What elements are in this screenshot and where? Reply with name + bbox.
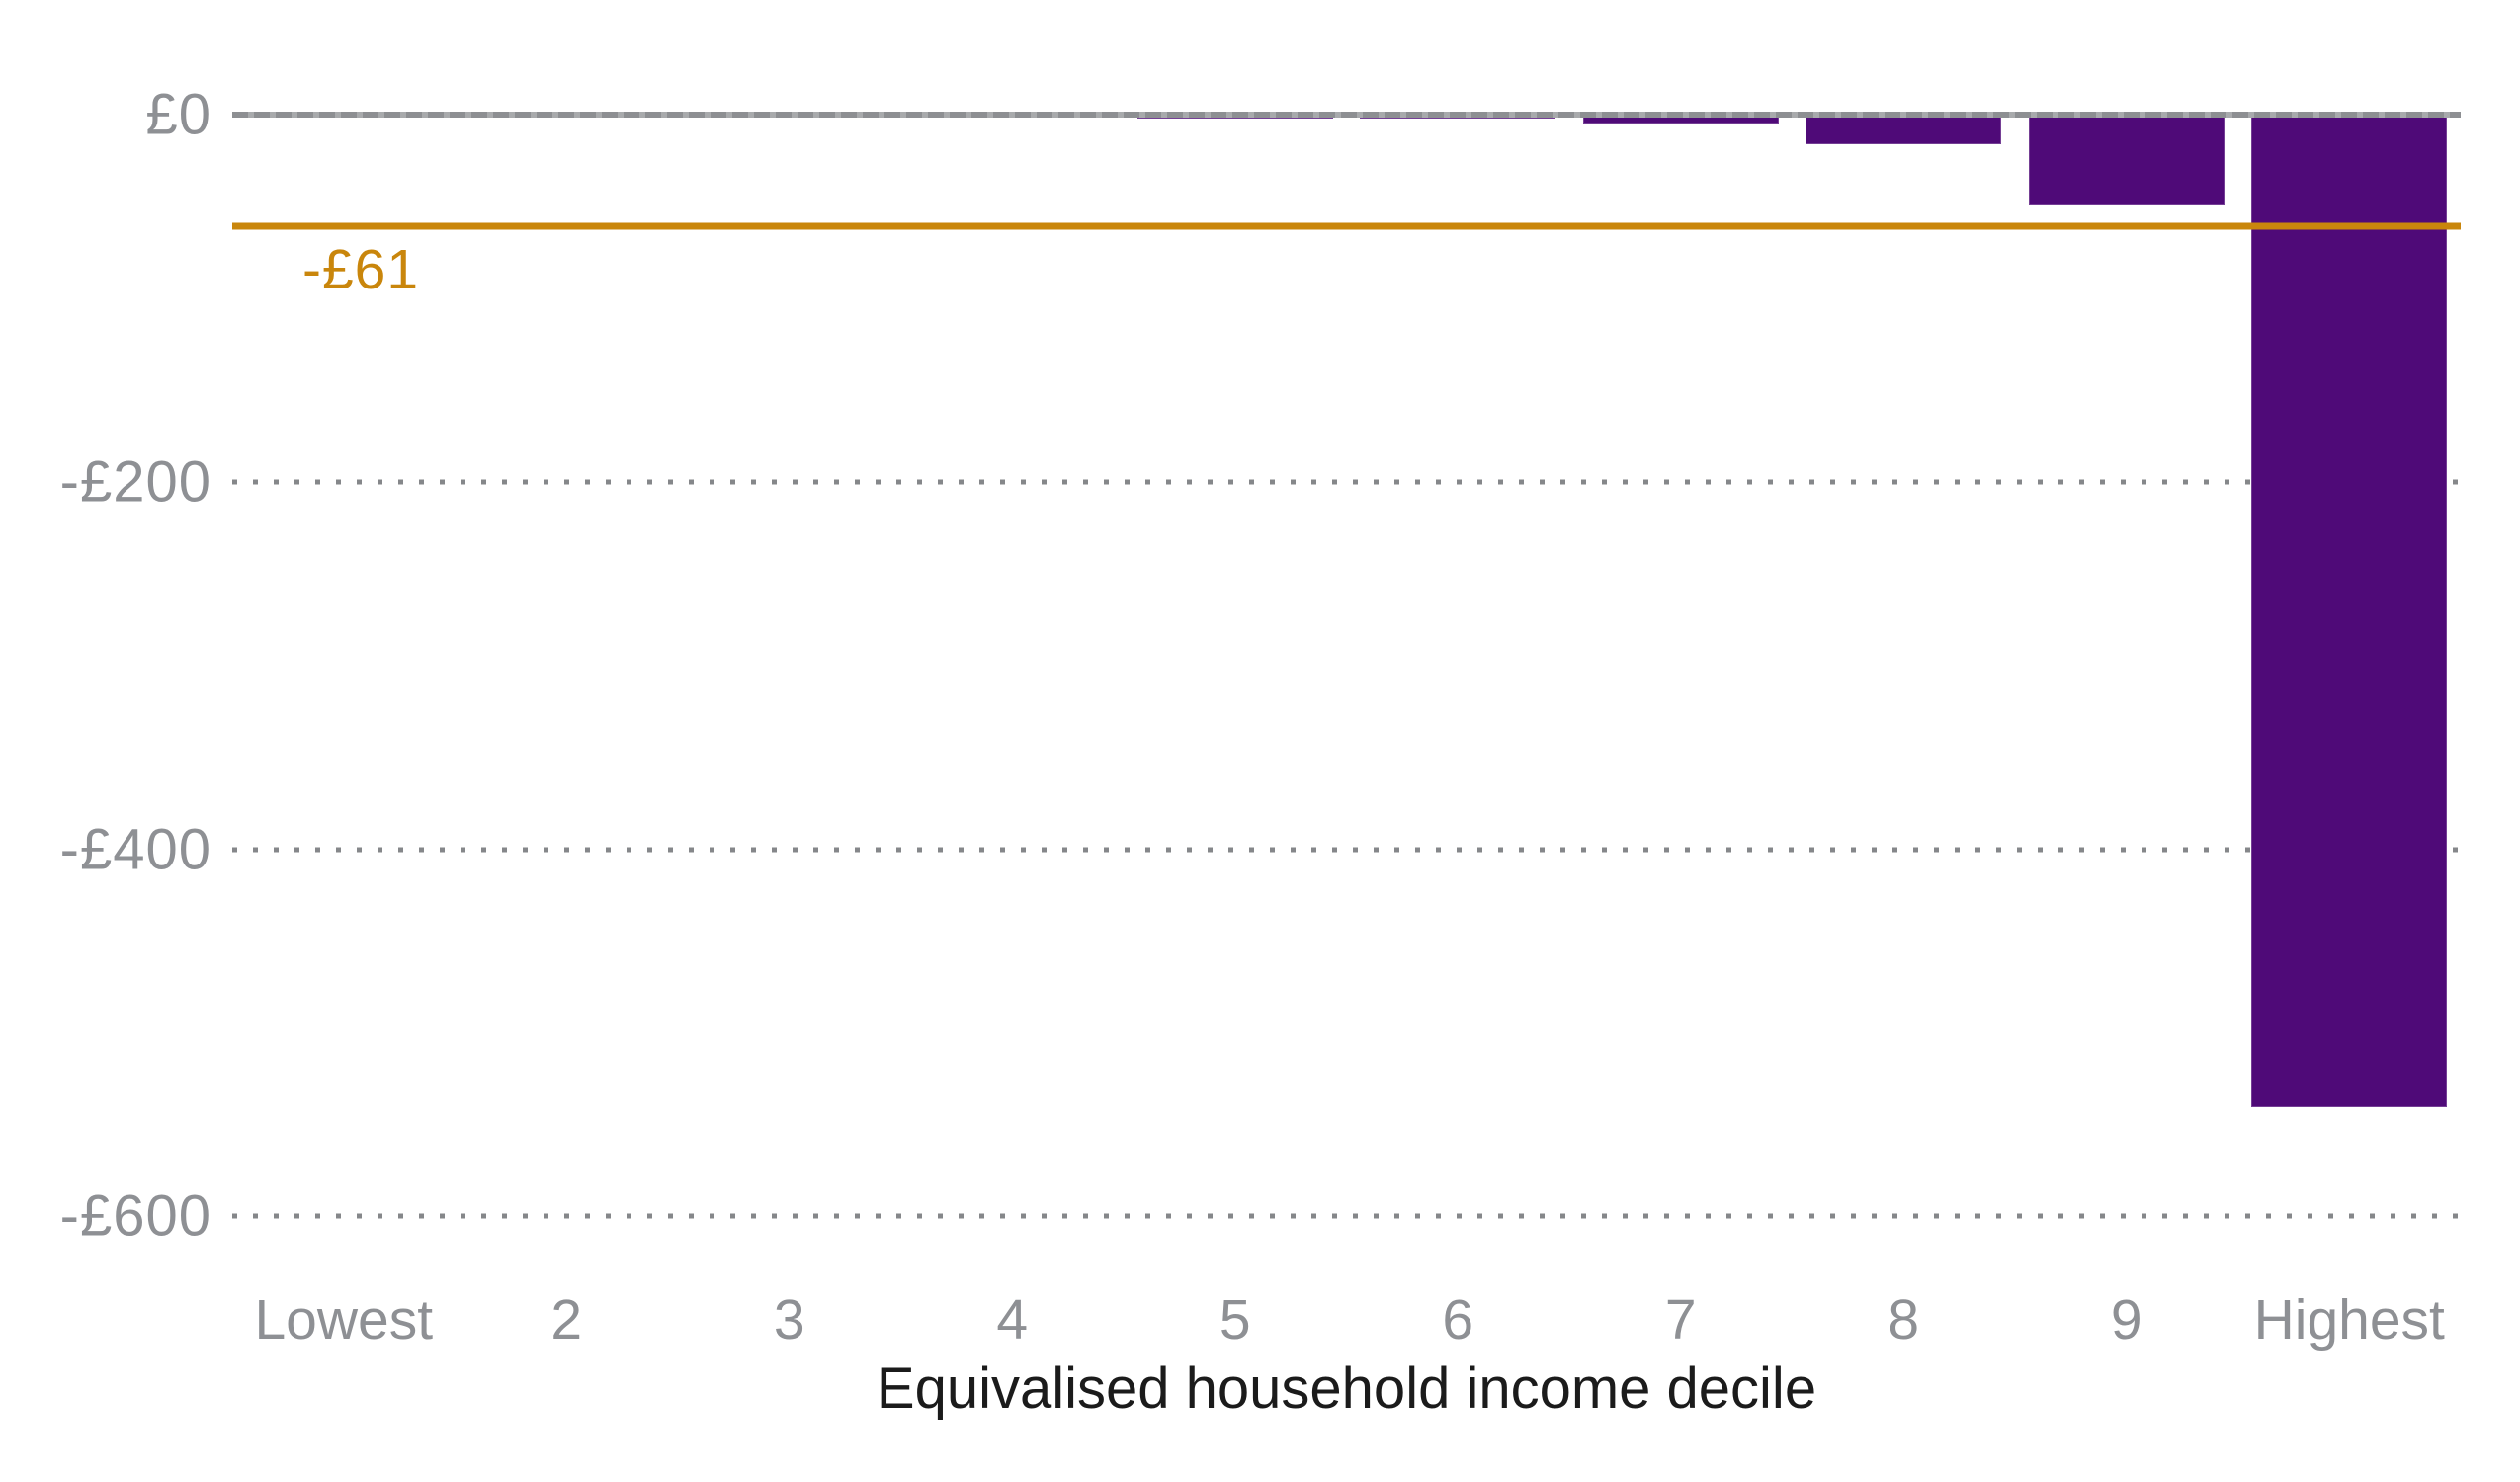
x-axis-tick-label: 8: [1888, 1288, 1920, 1352]
y-axis-tick-label: -£400: [59, 817, 211, 882]
x-axis-tick-label: 4: [996, 1288, 1029, 1352]
bar-decile-10: [2251, 115, 2448, 1107]
x-axis-tick-label: 7: [1664, 1288, 1697, 1352]
x-axis-title: Equivalised household income decile: [876, 1357, 1817, 1421]
x-axis-tick-label: 6: [1442, 1288, 1474, 1352]
x-axis-tick-label: 3: [773, 1288, 805, 1352]
average-line-label: -£61: [302, 238, 420, 301]
y-axis-tick-label: £0: [145, 82, 211, 147]
x-axis-tick-label: Highest: [2253, 1288, 2445, 1352]
dotted-gridline: [232, 479, 2461, 485]
x-axis-tick-label: Lowest: [254, 1288, 434, 1352]
x-axis-tick-label: 5: [1218, 1288, 1251, 1352]
dotted-gridline: [232, 847, 2461, 853]
average-line: [232, 222, 2461, 230]
y-axis-tick-label: -£600: [59, 1184, 211, 1249]
bar-decile-9: [2028, 115, 2225, 206]
dotted-gridline: [232, 1213, 2461, 1219]
x-axis-tick-label: 9: [2110, 1288, 2142, 1352]
x-axis-tick-label: 2: [550, 1288, 583, 1352]
y-axis-tick-label: -£200: [59, 450, 211, 515]
bar-decile-8: [1806, 115, 2002, 144]
zero-gridline: [232, 112, 2461, 118]
